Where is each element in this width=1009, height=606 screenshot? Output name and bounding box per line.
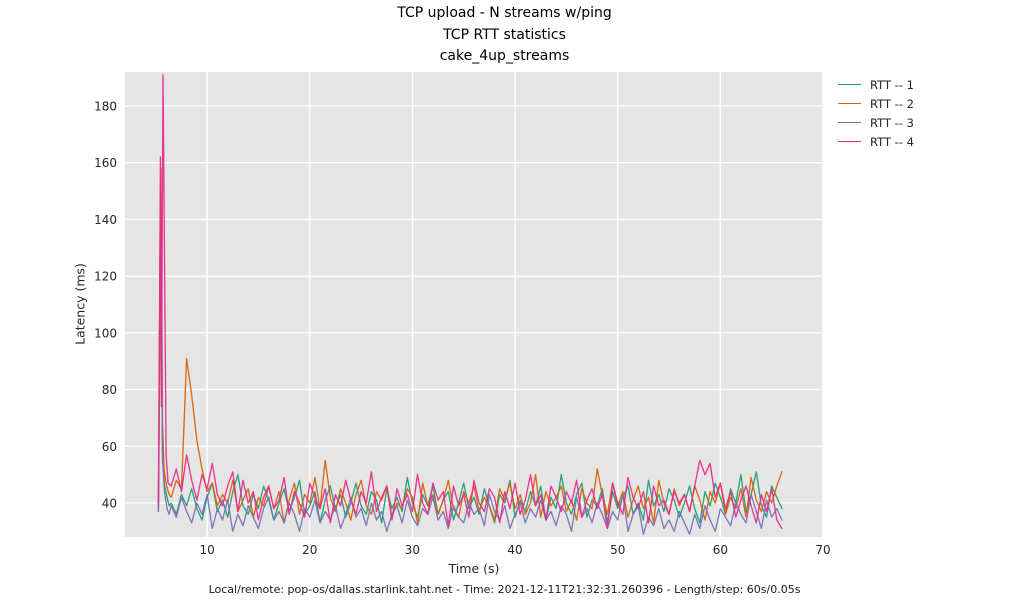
x-tick-label: 30	[405, 543, 420, 557]
legend-item: RTT -- 1	[838, 75, 914, 94]
legend-line-swatch	[838, 122, 861, 123]
y-axis-label: Latency (ms)	[72, 263, 88, 345]
legend-label: RTT -- 2	[870, 96, 914, 111]
legend-line-swatch	[838, 84, 861, 85]
chart-title-line3: cake_4up_streams	[439, 48, 570, 64]
chart-title: TCP upload - N streams w/ping TCP RTT st…	[0, 3, 1009, 68]
plot-background	[125, 72, 823, 537]
series-line-rtt-1	[157, 190, 783, 524]
y-tick-label: 120	[94, 270, 117, 284]
x-tick-label: 70	[815, 543, 830, 557]
chart-title-line2: TCP RTT statistics	[443, 26, 566, 43]
series-line-rtt-4	[157, 74, 783, 530]
y-tick-label: 40	[102, 496, 117, 510]
chart-title-line1: TCP upload - N streams w/ping	[397, 5, 612, 21]
footer-caption: Local/remote: pop-os/dallas.starlink.tah…	[208, 583, 801, 596]
y-tick-label: 100	[94, 326, 117, 340]
x-tick-label: 50	[610, 543, 625, 557]
x-tick-label: 20	[302, 543, 317, 557]
legend-item: RTT -- 3	[838, 113, 914, 132]
legend-item: RTT -- 2	[838, 94, 914, 113]
y-tick-label: 180	[94, 100, 117, 114]
legend-item: RTT -- 4	[838, 132, 914, 151]
x-axis-label: Time (s)	[448, 561, 500, 576]
y-tick-label: 140	[94, 213, 117, 227]
y-tick-label: 60	[102, 440, 117, 454]
series-line-rtt-3	[157, 238, 783, 535]
legend-line-swatch	[838, 103, 861, 104]
legend-label: RTT -- 4	[870, 134, 914, 149]
legend: RTT -- 1 RTT -- 2 RTT -- 3 RTT -- 4	[838, 75, 914, 151]
legend-line-swatch	[838, 141, 861, 142]
x-tick-label: 60	[713, 543, 728, 557]
legend-label: RTT -- 3	[870, 115, 914, 130]
y-tick-label: 160	[94, 156, 117, 170]
legend-label: RTT -- 1	[870, 77, 914, 92]
x-tick-label: 10	[199, 543, 214, 557]
x-tick-label: 40	[507, 543, 522, 557]
y-tick-label: 80	[102, 383, 117, 397]
